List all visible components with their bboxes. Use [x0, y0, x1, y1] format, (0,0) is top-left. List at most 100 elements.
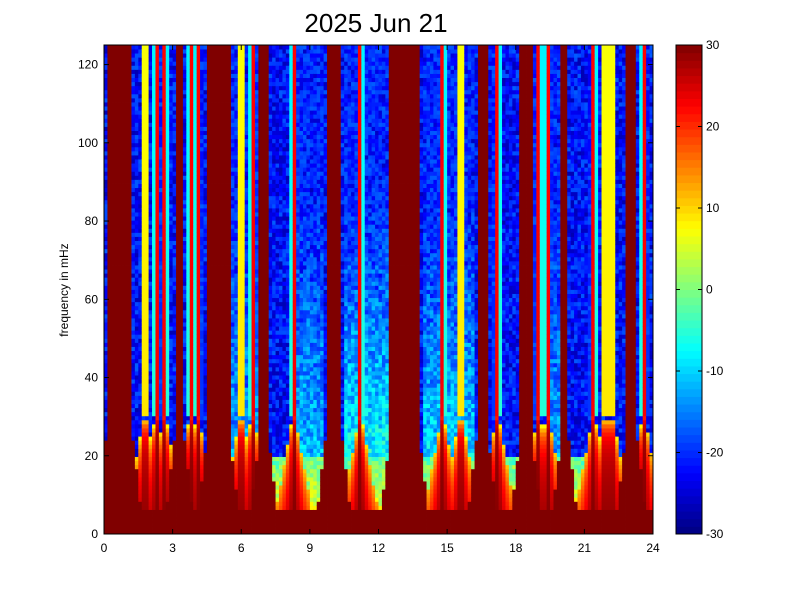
heatmap-cell	[207, 510, 211, 514]
heatmap-cell	[245, 314, 249, 318]
heatmap-cell	[207, 167, 211, 171]
heatmap-cell	[152, 412, 156, 416]
heatmap-cell	[193, 510, 197, 514]
heatmap-cell	[210, 147, 214, 151]
heatmap-cell	[145, 216, 149, 220]
heatmap-cell	[131, 61, 135, 65]
heatmap-cell	[204, 175, 208, 179]
heatmap-cell	[183, 440, 187, 444]
heatmap-cell	[155, 241, 159, 245]
heatmap-cell	[145, 514, 149, 518]
heatmap-cell	[152, 228, 156, 232]
heatmap-cell	[210, 269, 214, 273]
heatmap-cell	[231, 228, 235, 232]
heatmap-cell	[145, 347, 149, 351]
heatmap-cell	[179, 237, 183, 241]
heatmap-cell	[162, 102, 166, 106]
heatmap-cell	[166, 440, 170, 444]
heatmap-cell	[221, 473, 225, 477]
heatmap-cell	[234, 269, 238, 273]
heatmap-cell	[155, 118, 159, 122]
heatmap-cell	[217, 106, 221, 110]
heatmap-cell	[155, 338, 159, 342]
heatmap-cell	[142, 505, 146, 509]
heatmap-cell	[176, 277, 180, 281]
heatmap-cell	[224, 61, 228, 65]
heatmap-cell	[207, 347, 211, 351]
heatmap-cell	[152, 457, 156, 461]
heatmap-cell	[104, 298, 108, 302]
heatmap-cell	[176, 269, 180, 273]
heatmap-cell	[190, 473, 194, 477]
heatmap-cell	[204, 135, 208, 139]
heatmap-cell	[166, 510, 170, 514]
heatmap-cell	[210, 78, 214, 82]
heatmap-cell	[111, 49, 115, 53]
heatmap-cell	[131, 440, 135, 444]
heatmap-cell	[186, 257, 190, 261]
heatmap-cell	[149, 57, 153, 61]
heatmap-cell	[104, 241, 108, 245]
heatmap-cell	[104, 253, 108, 257]
heatmap-cell	[125, 408, 129, 412]
heatmap-cell	[135, 224, 139, 228]
heatmap-cell	[193, 114, 197, 118]
heatmap-cell	[204, 131, 208, 135]
heatmap-cell	[155, 159, 159, 163]
heatmap-cell	[114, 383, 118, 387]
heatmap-cell	[114, 61, 118, 65]
heatmap-cell	[231, 131, 235, 135]
heatmap-cell	[149, 404, 153, 408]
heatmap-cell	[193, 416, 197, 420]
heatmap-cell	[190, 114, 194, 118]
heatmap-cell	[224, 489, 228, 493]
heatmap-cell	[231, 326, 235, 330]
heatmap-cell	[173, 453, 177, 457]
heatmap-cell	[238, 143, 242, 147]
heatmap-cell	[176, 510, 180, 514]
heatmap-cell	[217, 220, 221, 224]
heatmap-cell	[114, 526, 118, 530]
heatmap-cell	[176, 444, 180, 448]
heatmap-cell	[135, 416, 139, 420]
heatmap-cell	[128, 212, 132, 216]
heatmap-cell	[245, 330, 249, 334]
heatmap-cell	[245, 497, 249, 501]
heatmap-cell	[169, 281, 173, 285]
heatmap-cell	[138, 208, 142, 212]
heatmap-cell	[217, 188, 221, 192]
heatmap-cell	[176, 412, 180, 416]
heatmap-cell	[190, 391, 194, 395]
heatmap-cell	[135, 473, 139, 477]
heatmap-cell	[238, 285, 242, 289]
heatmap-cell	[224, 86, 228, 90]
heatmap-cell	[149, 237, 153, 241]
heatmap-cell	[197, 473, 201, 477]
heatmap-cell	[245, 338, 249, 342]
heatmap-cell	[197, 265, 201, 269]
heatmap-cell	[173, 53, 177, 57]
heatmap-cell	[190, 277, 194, 281]
heatmap-cell	[210, 155, 214, 159]
heatmap-cell	[210, 359, 214, 363]
heatmap-cell	[193, 514, 197, 518]
heatmap-cell	[204, 514, 208, 518]
heatmap-cell	[155, 383, 159, 387]
heatmap-cell	[118, 318, 122, 322]
heatmap-cell	[104, 167, 108, 171]
heatmap-cell	[210, 69, 214, 73]
heatmap-cell	[176, 310, 180, 314]
heatmap-cell	[173, 522, 177, 526]
heatmap-cell	[138, 400, 142, 404]
heatmap-cell	[210, 420, 214, 424]
heatmap-cell	[224, 167, 228, 171]
heatmap-cell	[238, 432, 242, 436]
heatmap-cell	[104, 310, 108, 314]
heatmap-cell	[228, 228, 232, 232]
heatmap-cell	[221, 257, 225, 261]
heatmap-cell	[190, 493, 194, 497]
heatmap-cell	[241, 147, 245, 151]
heatmap-cell	[169, 155, 173, 159]
heatmap-cell	[200, 208, 204, 212]
heatmap-cell	[152, 224, 156, 228]
